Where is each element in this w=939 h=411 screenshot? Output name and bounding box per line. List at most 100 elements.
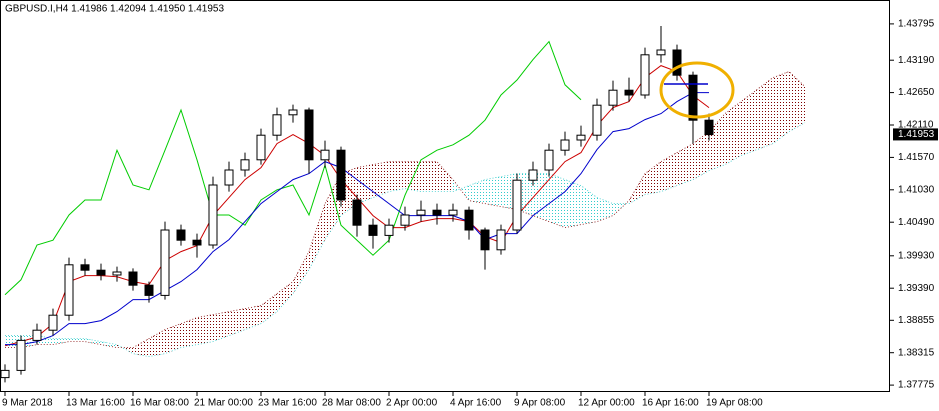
cloud-segment <box>389 161 405 192</box>
candle-body <box>0 369 10 379</box>
x-tick-label: 28 Mar 08:00 <box>322 398 381 409</box>
cloud-segment <box>645 161 661 195</box>
candle-body <box>16 339 26 371</box>
candle-body <box>704 119 714 136</box>
x-tick-label: 13 Mar 16:00 <box>66 398 125 409</box>
cloud-segment <box>789 71 805 132</box>
x-tick-label: 21 Mar 00:00 <box>194 398 253 409</box>
last-price-box <box>893 128 938 141</box>
x-tick-label: 9 Mar 2018 <box>2 398 53 409</box>
x-tick-label: 9 Apr 08:00 <box>514 398 566 409</box>
candle-body <box>432 209 442 216</box>
cloud-segment <box>245 305 261 330</box>
candle-body <box>272 114 282 136</box>
candle-body <box>288 109 298 116</box>
cloud-segment <box>485 176 501 207</box>
candle-body <box>48 314 58 331</box>
cloud-segment <box>101 341 117 348</box>
x-tick-label: 2 Apr 00:00 <box>386 398 438 409</box>
cloud-segment <box>581 185 597 225</box>
cloud-segment <box>53 338 69 345</box>
candle-body <box>224 169 234 186</box>
candle-body <box>352 199 362 226</box>
cloud-segment <box>757 77 773 150</box>
candle-body <box>368 224 378 236</box>
x-tick-label: 12 Apr 00:00 <box>578 398 635 409</box>
plot-frame <box>0 0 890 392</box>
cloud-segment <box>373 161 389 198</box>
cloud-segment <box>165 323 181 354</box>
candle-body <box>176 229 186 241</box>
candle-body <box>256 134 266 161</box>
cloud-segment <box>597 197 613 222</box>
cloud-segment <box>565 179 581 228</box>
y-tick-label: 1.41570 <box>898 152 935 163</box>
cloud-segment <box>229 308 245 336</box>
y-tick-label: 1.39390 <box>898 283 935 294</box>
cloud-span-line <box>5 71 806 348</box>
cloud-segment <box>741 89 757 156</box>
candle-body <box>448 209 458 216</box>
cloud-segment <box>629 173 645 204</box>
cloud-segment <box>181 317 197 348</box>
candle-body <box>128 271 138 286</box>
candle-body <box>624 89 634 96</box>
y-tick-label: 1.37775 <box>898 380 935 391</box>
cloud-segment <box>133 338 149 357</box>
candle-body <box>464 209 474 231</box>
y-tick-label: 1.42650 <box>898 87 935 98</box>
cloud-segment <box>69 338 85 342</box>
candle-body <box>96 269 106 276</box>
candle-body <box>192 239 202 246</box>
cloud-segment <box>437 161 453 192</box>
candle-body <box>80 264 90 271</box>
candle-body <box>208 184 218 246</box>
last-price-label: 1.41953 <box>898 129 935 140</box>
y-tick-label: 1.43190 <box>898 55 935 66</box>
cloud-segment <box>357 164 373 204</box>
y-tick-label: 1.43795 <box>898 19 935 30</box>
candle-body <box>560 139 570 151</box>
y-tick-label: 1.42110 <box>898 120 934 131</box>
cloud-segment <box>773 71 789 144</box>
candle-body <box>144 284 154 296</box>
cloud-segment <box>85 338 101 345</box>
cloud-segment <box>293 251 309 294</box>
y-tick-label: 1.39930 <box>898 250 935 261</box>
candle-body <box>400 214 410 226</box>
candle-body <box>304 109 314 161</box>
highlight-ellipse <box>659 61 735 119</box>
indicator-line <box>4 40 582 296</box>
candle-body <box>528 169 538 181</box>
candle-body <box>480 229 490 251</box>
x-tick-label: 23 Mar 16:00 <box>258 398 317 409</box>
candle-body <box>384 224 394 236</box>
candle-body <box>64 264 74 316</box>
cloud-segment <box>261 293 277 324</box>
x-tick-label: 16 Apr 16:00 <box>642 398 699 409</box>
cloud-segment <box>149 329 165 357</box>
candle-body <box>240 159 250 171</box>
candle-body <box>576 134 586 141</box>
y-tick-label: 1.38855 <box>898 315 935 326</box>
candle-body <box>32 329 42 341</box>
cloud-segment <box>661 152 677 192</box>
candle-body <box>656 49 666 56</box>
candle-body <box>160 229 170 296</box>
candle-body <box>544 149 554 171</box>
candle-body <box>608 89 618 106</box>
cloud-segment <box>469 179 485 204</box>
candle-body <box>336 149 346 201</box>
cloud-segment <box>213 311 229 342</box>
cloud-segment <box>309 203 325 270</box>
candle-body <box>320 149 330 161</box>
candle-body <box>112 271 122 276</box>
candle-body <box>512 179 522 231</box>
x-tick-label: 16 Mar 08:00 <box>130 398 189 409</box>
y-tick-label: 1.38315 <box>898 347 935 358</box>
candle-body <box>496 229 506 251</box>
cloud-segment <box>421 161 437 192</box>
cloud-segment <box>197 314 213 345</box>
cloud-segment <box>677 143 693 186</box>
